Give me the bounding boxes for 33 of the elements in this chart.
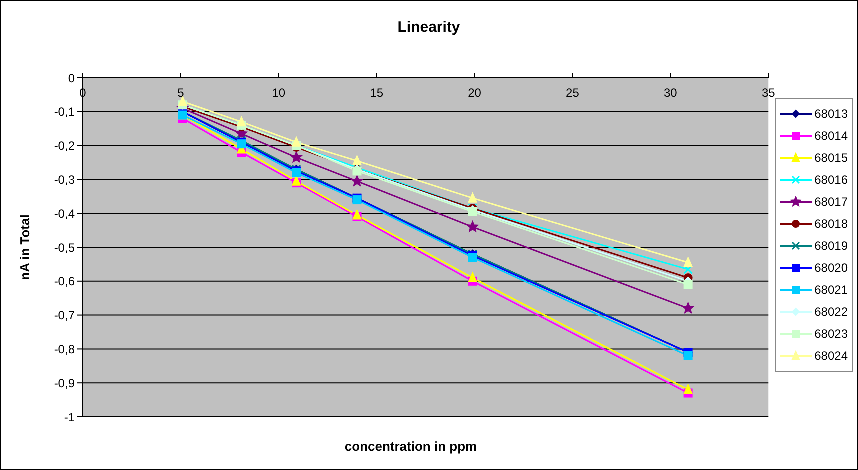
x-tick-label: 35 bbox=[762, 86, 776, 100]
legend-label: 68015 bbox=[814, 151, 848, 165]
y-tick-label: -0,6 bbox=[54, 274, 76, 289]
y-tick-label: -0,8 bbox=[54, 342, 76, 356]
legend-label: 68024 bbox=[814, 349, 848, 363]
legend-label: 68016 bbox=[814, 173, 848, 187]
y-tick-label: -0,5 bbox=[54, 240, 76, 255]
y-tick-label: -0,1 bbox=[54, 105, 76, 120]
legend-label: 68017 bbox=[814, 195, 848, 209]
y-tick-label: -0,9 bbox=[54, 376, 76, 390]
legend-label: 68022 bbox=[814, 305, 848, 319]
x-tick-label: 25 bbox=[566, 86, 580, 100]
x-tick-label: 15 bbox=[370, 86, 384, 100]
x-tick-label: 10 bbox=[272, 86, 286, 100]
x-axis-title: concentration in ppm bbox=[344, 439, 478, 454]
legend-label: 68014 bbox=[814, 129, 848, 143]
y-tick-label: -1 bbox=[64, 410, 76, 424]
y-tick-label: -0,3 bbox=[54, 172, 76, 187]
y-tick-label: -0,4 bbox=[54, 206, 76, 221]
x-tick-label: 5 bbox=[178, 86, 185, 100]
y-tick-label: -0,7 bbox=[54, 308, 76, 323]
legend-label: 68013 bbox=[814, 107, 848, 121]
chart-title: Linearity bbox=[396, 19, 462, 36]
y-tick-label: -0,2 bbox=[54, 139, 76, 154]
legend-label: 68020 bbox=[814, 261, 848, 275]
y-tick-label: 0 bbox=[68, 71, 76, 86]
legend-label: 68018 bbox=[814, 217, 848, 231]
legend-label: 68019 bbox=[814, 239, 848, 253]
y-axis-title: nA in Total bbox=[18, 214, 33, 280]
x-tick-label: 30 bbox=[664, 86, 678, 100]
legend-label: 68023 bbox=[814, 327, 848, 341]
legend-label: 68021 bbox=[814, 283, 848, 297]
x-tick-label: 20 bbox=[468, 86, 482, 100]
